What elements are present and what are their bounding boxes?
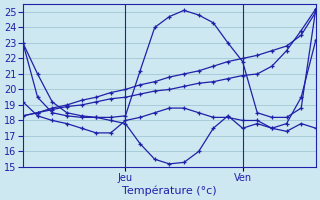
X-axis label: Température (°c): Température (°c): [122, 185, 217, 196]
